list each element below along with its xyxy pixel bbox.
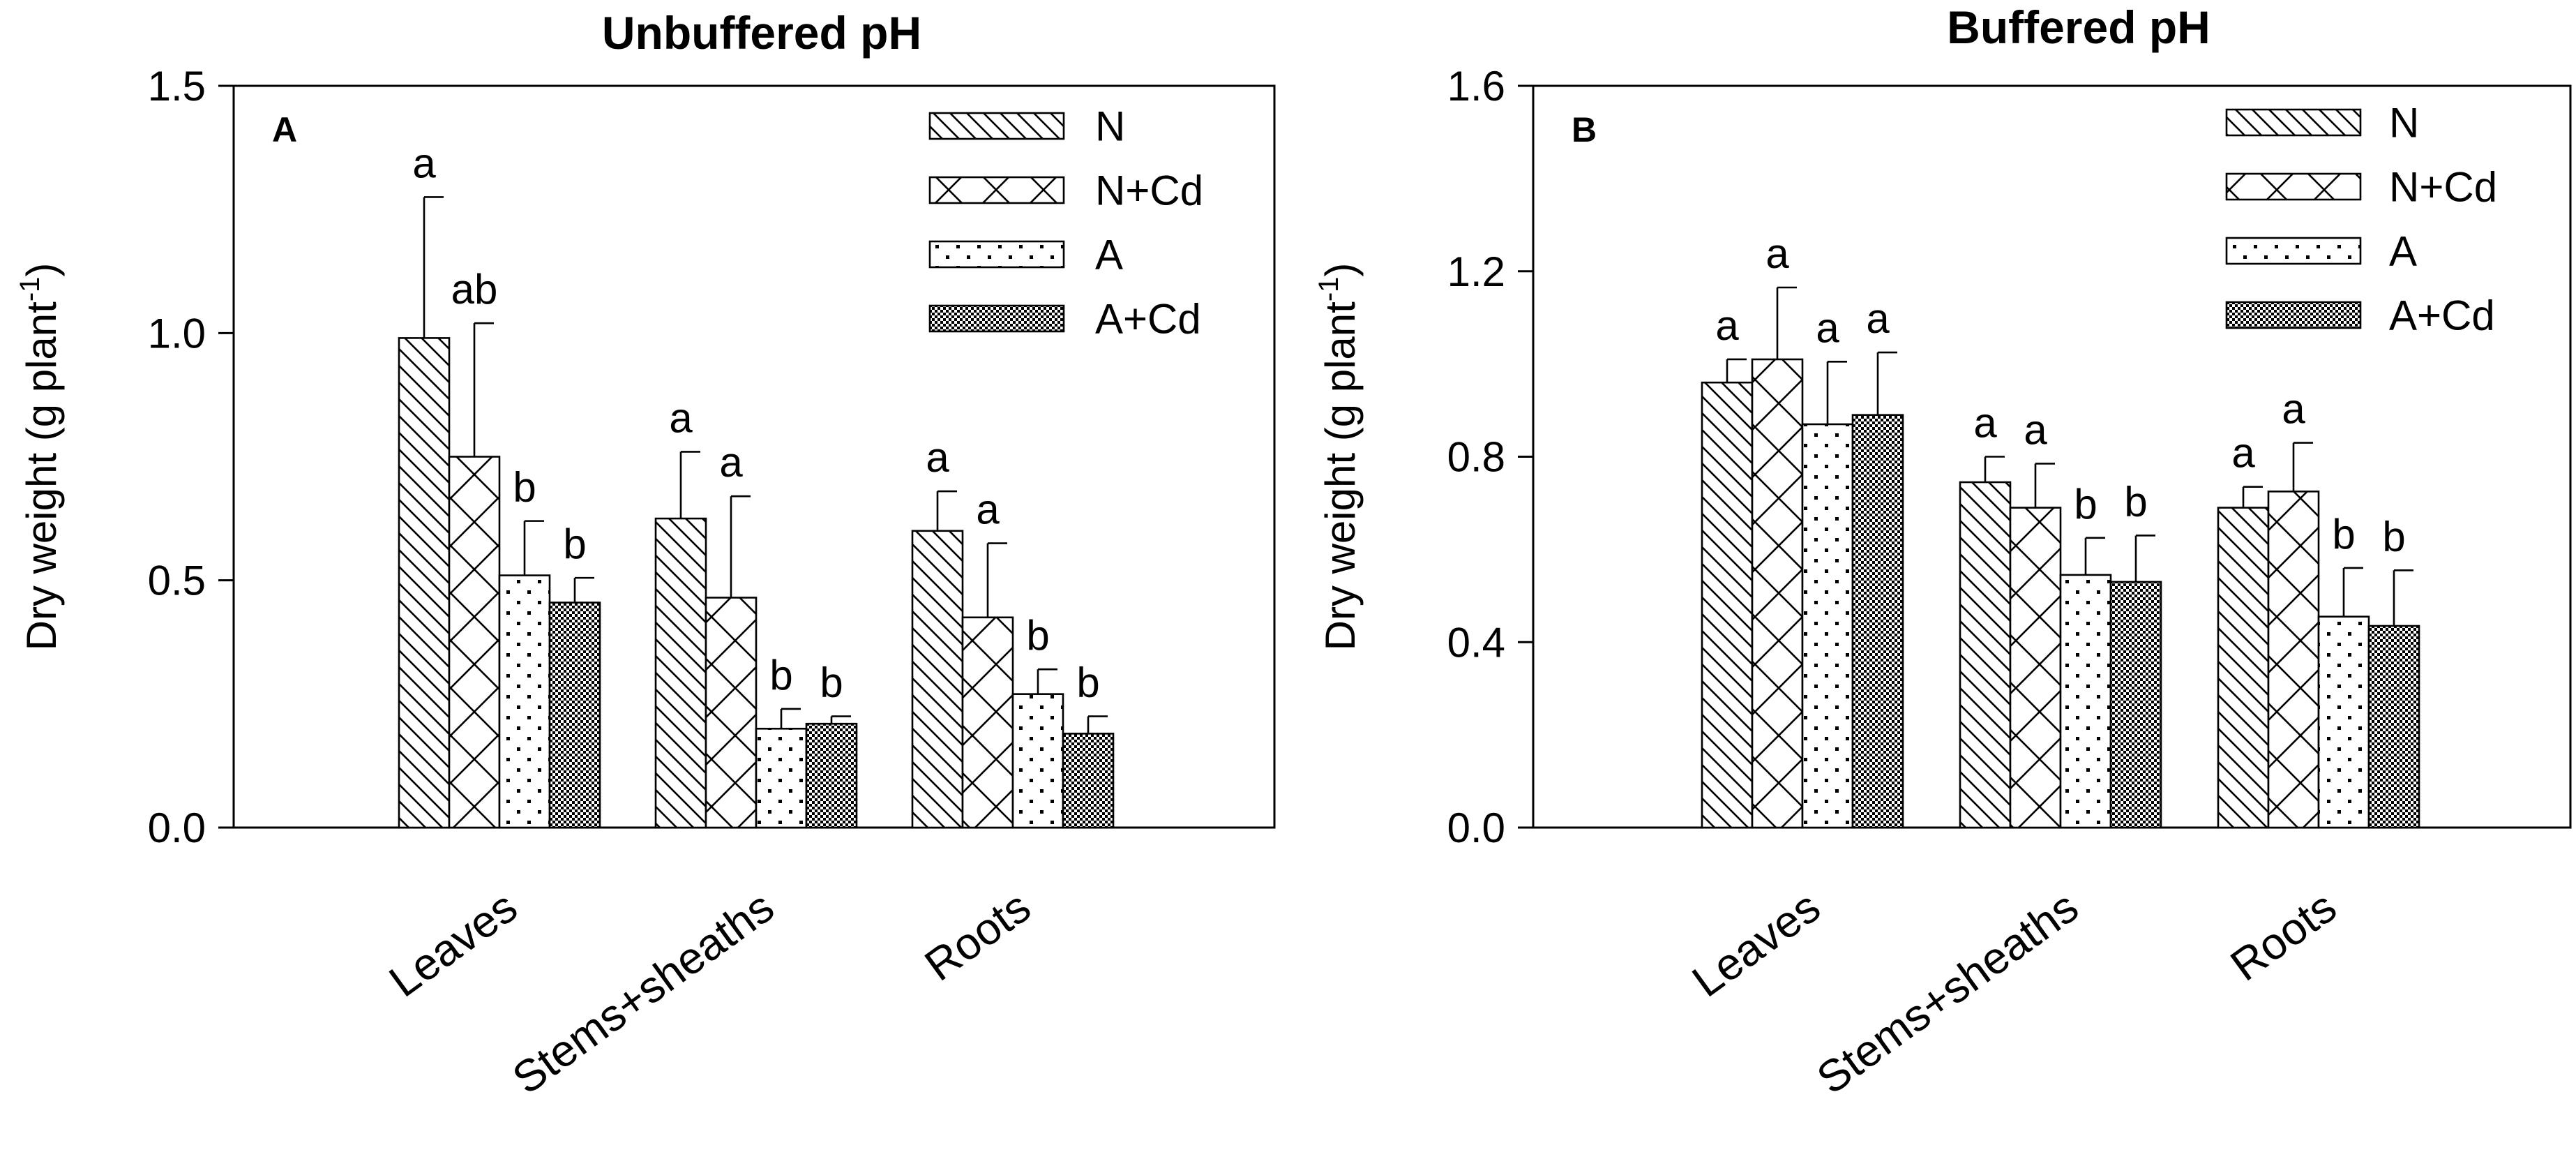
legend-swatch-n — [928, 112, 1065, 140]
legend-label: A — [1095, 232, 1123, 278]
bar-n-stems-sheaths — [654, 517, 707, 829]
category-label: Roots — [2222, 881, 2346, 991]
significance-label: a — [719, 439, 743, 486]
bar-a-leaves — [498, 574, 551, 829]
bar-a-roots — [1011, 693, 1064, 829]
significance-label: a — [926, 434, 949, 481]
y-tick-label: 0.0 — [148, 805, 206, 851]
legend-swatch-n — [2225, 108, 2362, 137]
category-label: Roots — [916, 881, 1040, 991]
y-tick-label: 0.4 — [1447, 619, 1505, 666]
y-tick-label: 0.8 — [1447, 434, 1505, 481]
bar-a-roots — [2317, 615, 2370, 829]
bar-a-cd-stems-sheaths — [805, 722, 858, 829]
legend-swatch-a — [928, 240, 1065, 269]
legend-swatch-n-cd — [2225, 172, 2362, 201]
bar-a-cd-stems-sheaths — [2109, 581, 2162, 829]
significance-label: a — [1715, 302, 1739, 349]
legend-label: N — [1095, 103, 1125, 150]
bar-n-leaves — [398, 337, 451, 829]
significance-label: a — [2024, 406, 2047, 453]
significance-label: b — [1076, 659, 1099, 706]
y-tick-label: 1.6 — [1447, 63, 1505, 110]
legend-label: A+Cd — [2389, 292, 2495, 339]
legend: N N+Cd A A+Cd — [2225, 100, 2497, 339]
chart-title: Unbuffered pH — [602, 7, 921, 59]
y-tick-label: 1.0 — [148, 310, 206, 357]
category-label: Leaves — [380, 881, 526, 1007]
legend-label: N — [2389, 100, 2419, 147]
panel-label: A — [272, 110, 297, 149]
bar-a-stems-sheaths — [755, 727, 808, 829]
y-tick-label: 0.0 — [1447, 805, 1505, 851]
legend-label: A+Cd — [1095, 296, 1201, 343]
y-axis-label: Dry weight (g plant-1) — [15, 263, 65, 651]
bar-n-cd-leaves — [448, 456, 501, 829]
bar-n-cd-roots — [2267, 491, 2320, 829]
significance-label: a — [1816, 304, 1839, 351]
bar-a-leaves — [1801, 423, 1854, 829]
bar-n-cd-stems-sheaths — [2009, 507, 2062, 829]
y-tick-label: 1.2 — [1447, 248, 1505, 295]
significance-label: a — [2282, 386, 2305, 433]
significance-label: a — [412, 140, 436, 186]
legend-label: A — [2389, 228, 2417, 275]
bar-a-cd-roots — [1062, 733, 1115, 829]
panel-unbuffered-ph: Unbuffered pH A 0.0 0.5 1.0 1.5 Dry weight (g … — [15, 7, 1276, 1104]
significance-label: a — [2231, 430, 2255, 477]
significance-label: b — [563, 521, 586, 567]
y-tick-label: 0.5 — [148, 558, 206, 604]
bar-n-roots — [2217, 507, 2270, 829]
significance-label: a — [1973, 400, 1997, 447]
bar-n-cd-stems-sheaths — [705, 597, 758, 829]
bar-n-leaves — [1701, 381, 1754, 829]
panel-label: B — [1572, 110, 1597, 149]
significance-label: b — [1026, 612, 1049, 659]
significance-label: a — [1765, 230, 1789, 277]
significance-label: a — [976, 486, 1000, 533]
significance-label: a — [1866, 295, 1890, 342]
significance-label: a — [669, 394, 693, 441]
category-label: Stems+sheaths — [504, 881, 783, 1104]
significance-label: b — [2382, 513, 2405, 560]
legend-swatch-a — [2225, 237, 2362, 265]
significance-label: b — [820, 659, 843, 706]
significance-label: b — [513, 464, 536, 511]
legend: N N+Cd A A+Cd — [928, 103, 1203, 343]
bar-group-leaves: a ab bb — [398, 140, 601, 829]
bar-n-cd-leaves — [1751, 358, 1804, 829]
y-axis-label: Dry weight (g plant-1) — [1313, 263, 1364, 651]
legend-swatch-n-cd — [928, 176, 1065, 204]
significance-label: b — [2124, 478, 2147, 525]
bar-a-cd-leaves — [1851, 414, 1904, 829]
bar-a-cd-roots — [2367, 625, 2420, 829]
significance-label: b — [2332, 511, 2355, 558]
bar-group-leaves: aaa a — [1701, 230, 1904, 829]
bar-n-cd-roots — [961, 616, 1014, 829]
chart-title: Buffered pH — [1947, 1, 2210, 53]
legend-swatch-a-cd — [928, 304, 1065, 333]
category-label: Stems+sheaths — [1808, 881, 2088, 1104]
significance-label: b — [769, 652, 792, 698]
significance-label: b — [2074, 481, 2097, 528]
bar-n-stems-sheaths — [1959, 481, 2012, 829]
bar-a-cd-leaves — [548, 601, 601, 829]
bar-n-roots — [911, 530, 964, 829]
panel-buffered-ph: Buffered pH B 0.0 0.4 0.8 1.2 1.6 Dry weight (g… — [1313, 1, 2572, 1104]
bar-group-roots: aa bb — [911, 434, 1115, 829]
bar-a-stems-sheaths — [2059, 574, 2112, 829]
legend-label: N+Cd — [2389, 164, 2497, 211]
category-label: Leaves — [1683, 881, 1829, 1007]
significance-label: ab — [451, 266, 498, 313]
y-tick-label: 1.5 — [148, 63, 206, 110]
legend-label: N+Cd — [1095, 167, 1203, 214]
legend-swatch-a-cd — [2225, 301, 2362, 329]
